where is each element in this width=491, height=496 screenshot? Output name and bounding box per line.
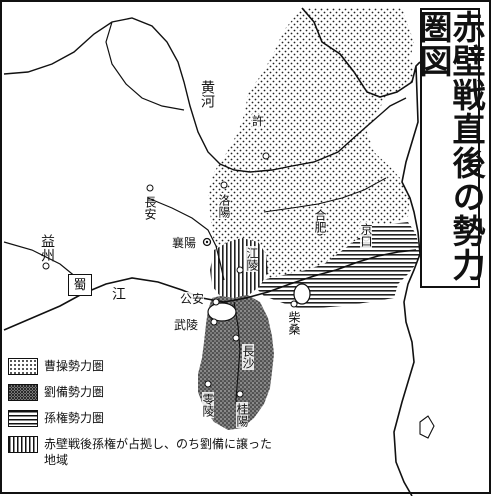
label-guiyang: 桂陽: [235, 402, 249, 428]
poyang-lake: [293, 283, 311, 305]
city-marker-wuling: [210, 318, 218, 326]
city-marker-yizhou: [42, 262, 50, 270]
legend-swatch-dense: [8, 384, 38, 401]
hainan-fragment: [419, 415, 435, 439]
legend-label: 赤壁戦後孫権が占拠し、のち劉備に譲った地域: [44, 437, 273, 468]
label-luoyang: 洛陽: [217, 193, 231, 219]
label-wuling: 武陵: [174, 318, 199, 332]
cao-territory-east: [354, 57, 414, 97]
label-lingling: 零陵: [201, 392, 215, 418]
city-marker-gongan: [212, 298, 220, 306]
city-marker-changsha: [232, 334, 240, 342]
title-box: 赤壁戦直後の勢力圏図: [414, 8, 486, 288]
legend-row-ceded: 赤壁戦後孫権が占拠し、のち劉備に譲った地域: [8, 436, 308, 468]
legend-row-liu: 劉備勢力圏: [8, 384, 104, 401]
yellow-river-loop: [105, 21, 185, 111]
label-chaisang: 柴桑: [287, 310, 301, 336]
city-marker-lingling: [204, 380, 212, 388]
label-yizhou: 益州: [39, 234, 55, 262]
label-changsha: 長沙: [241, 344, 255, 370]
legend-swatch-dots: [8, 358, 38, 375]
sun-territory: [252, 222, 420, 308]
liu-territory: [198, 294, 274, 430]
label-gongan: 公安: [180, 292, 205, 306]
label-yellow-river: 黄河: [199, 80, 215, 108]
legend-label: 劉備勢力圏: [44, 385, 105, 399]
label-jingkou: 京口: [359, 222, 373, 248]
legend-row-cao: 曹操勢力圏: [8, 358, 104, 375]
legend-swatch-horizontal: [8, 410, 38, 427]
dongting-lake: [207, 302, 237, 322]
city-marker-chaisang: [290, 300, 298, 308]
label-hefei: 合肥: [313, 208, 327, 234]
label-xiangyang: 襄陽: [172, 236, 197, 250]
legend-swatch-vertical: [8, 436, 38, 453]
city-marker-jiangling: [236, 266, 244, 274]
legend-label: 孫権勢力圏: [44, 411, 105, 425]
label-shu: 蜀: [73, 277, 87, 293]
label-xu: 許: [252, 114, 265, 128]
coastline: [301, 7, 421, 496]
label-yangtze: 江: [112, 287, 126, 303]
legend-label: 曹操勢力圏: [44, 359, 105, 373]
city-marker-xu: [262, 152, 270, 160]
label-changan: 長安: [143, 196, 157, 220]
legend-row-sun: 孫権勢力圏: [8, 410, 104, 427]
yellow-river: [3, 17, 407, 173]
city-marker-changan: [146, 184, 154, 192]
huai-river: [263, 177, 387, 213]
han-river: [147, 197, 225, 281]
city-marker-xiangyang-inner: [205, 240, 209, 244]
label-shu-box: 蜀: [68, 274, 92, 296]
city-marker-guiyang: [236, 390, 244, 398]
label-jiangling: 江陵: [245, 246, 259, 272]
map-title: 赤壁戦直後の勢力圏図: [414, 10, 486, 282]
yangtze-upper: [3, 241, 83, 283]
city-marker-luoyang: [220, 181, 228, 189]
